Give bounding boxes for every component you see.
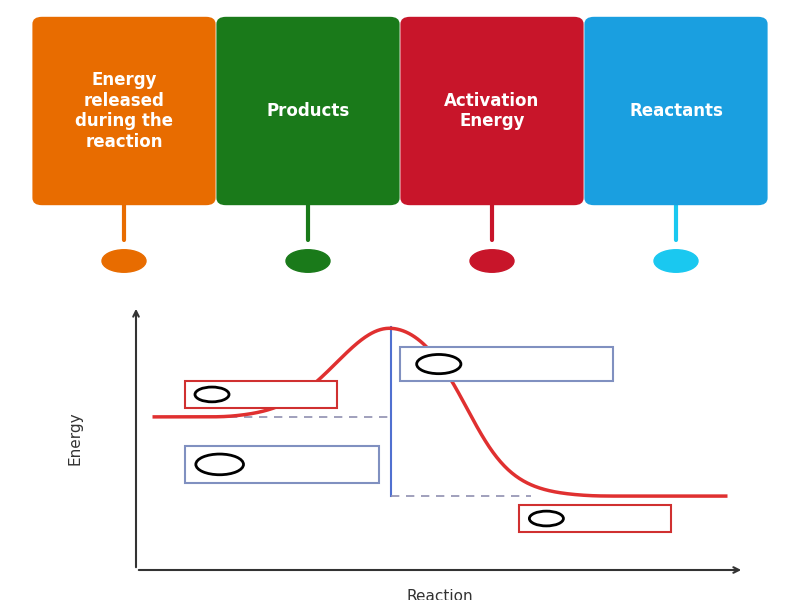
Text: Products: Products <box>266 102 350 120</box>
FancyBboxPatch shape <box>216 17 400 205</box>
Bar <box>519 505 671 532</box>
Ellipse shape <box>470 250 514 272</box>
Circle shape <box>196 454 243 475</box>
Circle shape <box>530 511 563 526</box>
Ellipse shape <box>286 250 330 272</box>
Circle shape <box>195 387 229 402</box>
Text: Reactants: Reactants <box>629 102 723 120</box>
FancyBboxPatch shape <box>584 17 767 205</box>
FancyBboxPatch shape <box>33 17 215 205</box>
Text: Energy: Energy <box>68 411 82 465</box>
Text: Reaction: Reaction <box>406 589 474 600</box>
Circle shape <box>417 355 461 374</box>
Bar <box>185 381 337 407</box>
Ellipse shape <box>654 250 698 272</box>
Text: Energy
released
during the
reaction: Energy released during the reaction <box>75 71 173 151</box>
FancyBboxPatch shape <box>400 17 583 205</box>
Bar <box>185 446 379 483</box>
Bar <box>401 347 614 381</box>
Text: Activation
Energy: Activation Energy <box>444 92 540 130</box>
Ellipse shape <box>102 250 146 272</box>
